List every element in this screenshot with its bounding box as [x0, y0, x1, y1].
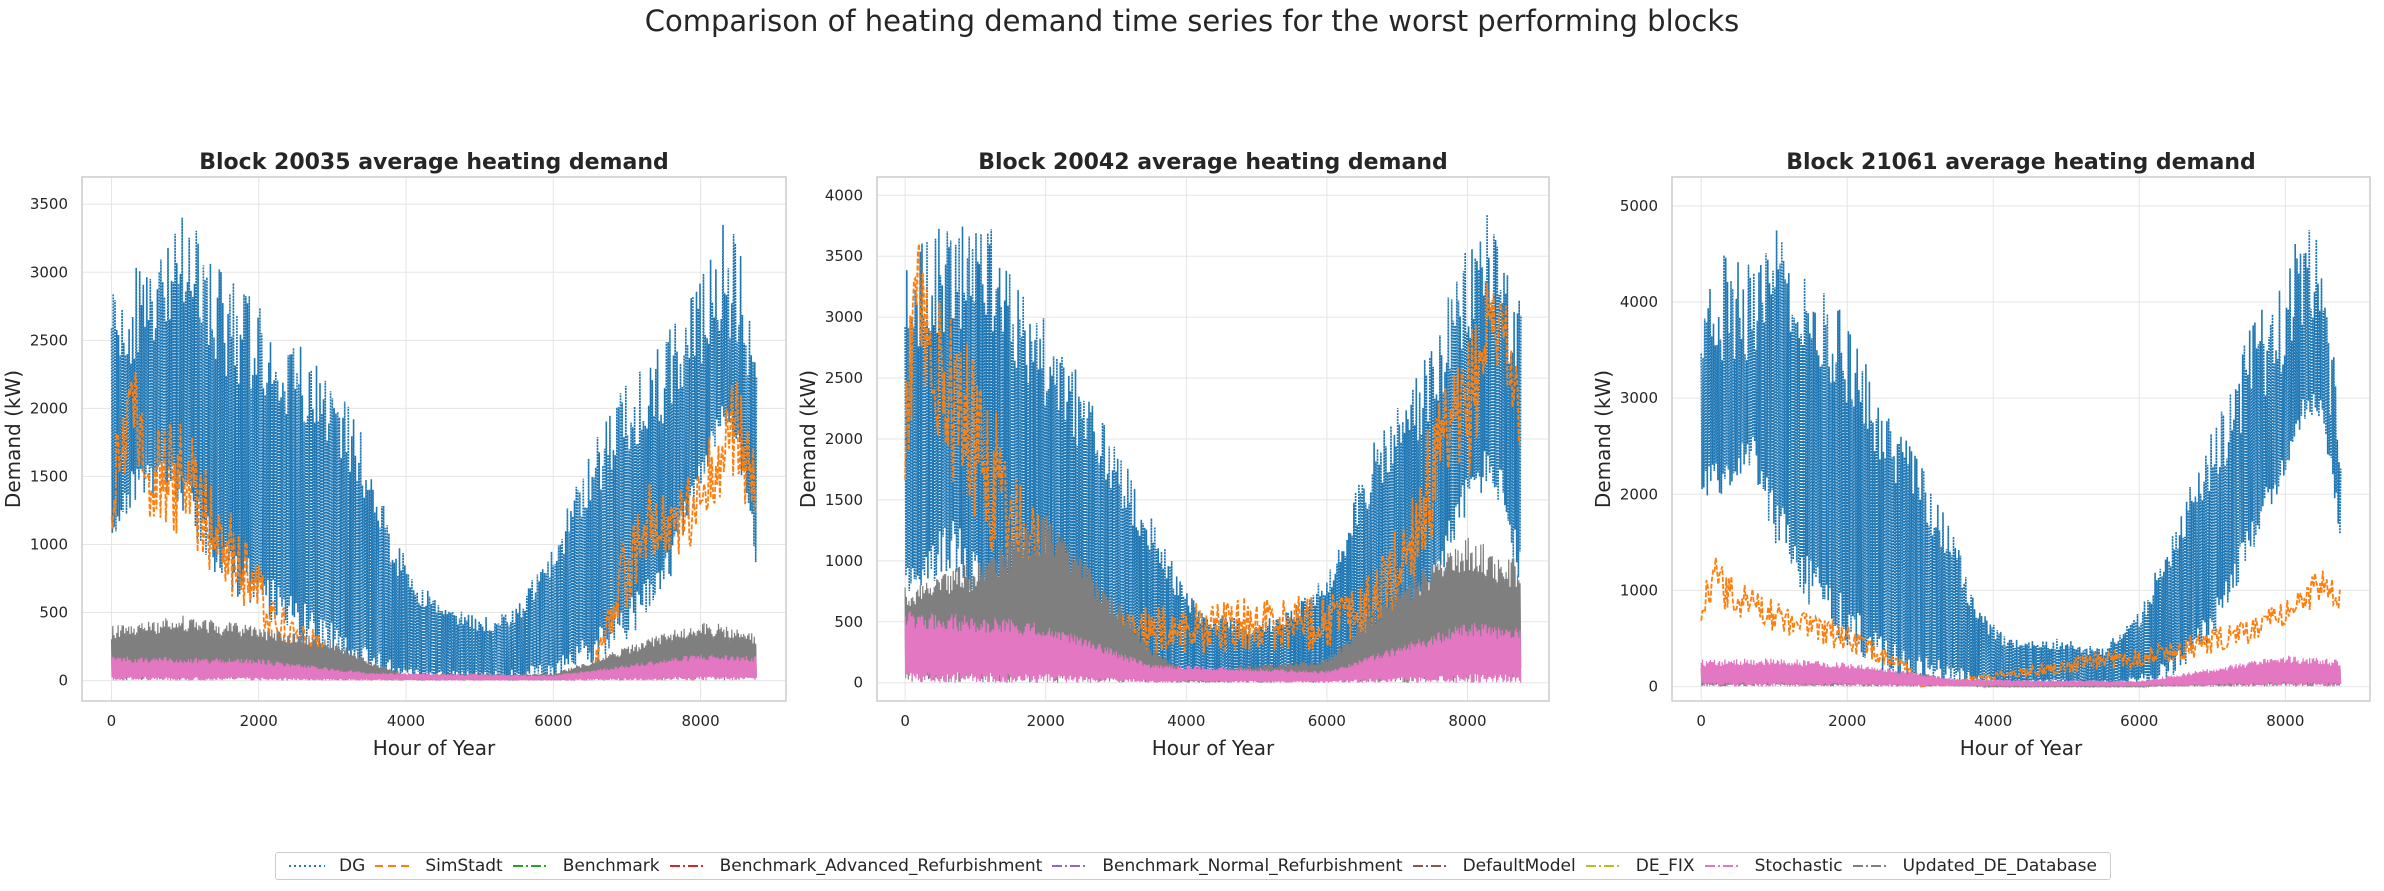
legend-line-icon: [1585, 865, 1622, 867]
y-tick-label: 3000: [825, 308, 863, 326]
y-tick-label: 2500: [30, 331, 68, 349]
legend-line-icon: [1852, 865, 1889, 867]
x-tick-label: 6000: [534, 712, 572, 730]
y-tick-label: 0: [1648, 678, 1658, 696]
plot-area: [1700, 230, 2342, 689]
legend-label: SimStadt: [425, 856, 503, 876]
x-tick-label: 0: [1696, 712, 1706, 730]
series-stochastic: [904, 611, 1522, 683]
legend-line-icon: [1412, 865, 1449, 867]
x-tick-label: 8000: [1448, 712, 1486, 730]
y-tick-label: 3000: [1620, 389, 1658, 407]
y-tick-label: 3500: [30, 195, 68, 213]
figure-title: Comparison of heating demand time series…: [644, 4, 1740, 38]
y-tick-label: 0: [853, 674, 863, 692]
legend-item-dg: DG: [289, 856, 365, 876]
chart-title: Block 20042 average heating demand: [978, 150, 1448, 175]
y-tick-label: 2500: [825, 369, 863, 387]
legend-line-icon: [1052, 865, 1089, 867]
legend-label: Benchmark_Normal_Refurbishment: [1102, 856, 1403, 876]
y-tick-label: 3000: [30, 263, 68, 281]
x-tick-label: 4000: [1974, 712, 2012, 730]
legend-label: Updated_DE_Database: [1902, 856, 2097, 876]
y-tick-label: 2000: [1620, 485, 1658, 503]
x-tick-label: 2000: [1828, 712, 1866, 730]
x-tick-label: 4000: [1167, 712, 1205, 730]
y-tick-label: 500: [834, 613, 863, 631]
axes-frame: [876, 176, 1550, 702]
x-tick-label: 6000: [2120, 712, 2158, 730]
chart-2: 0 2000 4000 6000 8000 0 500 1000 1500 2000 2500 300…: [796, 150, 1550, 760]
y-tick-label: 500: [39, 604, 68, 622]
legend-line-icon: [289, 865, 326, 867]
y-tick-label: 1000: [1620, 581, 1658, 599]
legend-label: DefaultModel: [1462, 856, 1576, 876]
y-tick-label: 3500: [825, 247, 863, 265]
y-tick-label: 4000: [825, 186, 863, 204]
y-tick-label: 2000: [30, 399, 68, 417]
legend-line-icon: [1704, 865, 1741, 867]
legend-item-stochastic: Stochastic: [1704, 856, 1843, 876]
y-axis-label: Demand (kW): [1, 370, 25, 508]
series-dg: [1700, 230, 2342, 687]
legend-item-benchmark-normal-refurbishment: Benchmark_Normal_Refurbishment: [1052, 856, 1403, 876]
series-stochastic: [110, 654, 757, 681]
series-simstadt: [904, 243, 1521, 655]
legend-item-defaultmodel: DefaultModel: [1412, 856, 1576, 876]
y-tick-label: 0: [58, 672, 68, 690]
y-axis-label: Demand (kW): [1591, 370, 1615, 508]
y-tick-label: 1000: [825, 552, 863, 570]
x-tick-label: 6000: [1308, 712, 1346, 730]
series-stochastic: [1700, 655, 2342, 687]
legend-line-icon: [375, 865, 412, 867]
x-tick-label: 0: [107, 712, 117, 730]
legend-item-updated-de-database: Updated_DE_Database: [1852, 856, 2097, 876]
legend-line-icon: [669, 865, 706, 867]
x-axis-label: Hour of Year: [373, 736, 496, 760]
legend-item-simstadt: SimStadt: [375, 856, 503, 876]
x-axis-label: Hour of Year: [1152, 736, 1275, 760]
legend-item-benchmark-advanced-refurbishment: Benchmark_Advanced_Refurbishment: [669, 856, 1043, 876]
x-tick-label: 8000: [681, 712, 719, 730]
y-tick-label: 5000: [1620, 197, 1658, 215]
legend-item-de-fix: DE_FIX: [1585, 856, 1695, 876]
axes-frame: [1671, 176, 2371, 702]
series-dg: [904, 214, 1522, 683]
legend-label: Stochastic: [1754, 856, 1843, 876]
chart-3: 0 2000 4000 6000 8000 0 1000 2000 3000 4000 5000 Bl…: [1591, 150, 2371, 760]
y-tick-label: 1500: [825, 491, 863, 509]
plot-area: [110, 217, 758, 681]
series-dg: [110, 217, 758, 681]
legend-item-benchmark: Benchmark: [512, 856, 660, 876]
x-tick-label: 2000: [1027, 712, 1065, 730]
y-tick-label: 2000: [825, 430, 863, 448]
x-tick-label: 8000: [2266, 712, 2304, 730]
legend-label: DG: [339, 856, 366, 876]
x-axis-label: Hour of Year: [1960, 736, 2083, 760]
x-tick-label: 0: [900, 712, 910, 730]
y-tick-label: 4000: [1620, 293, 1658, 311]
legend-label: Benchmark: [562, 856, 660, 876]
legend: DG SimStadt Benchmark Benchmark_Advanced_Re…: [275, 852, 2111, 880]
legend-label: DE_FIX: [1635, 856, 1695, 876]
chart-title: Block 20035 average heating demand: [199, 150, 669, 175]
chart-1: 0 2000 4000 6000 8000 0 500 1000 1500 2000 2500 300…: [1, 150, 787, 760]
plot-area: [904, 214, 1522, 683]
axes-frame: [81, 176, 787, 702]
y-tick-label: 1500: [30, 467, 68, 485]
y-tick-label: 1000: [30, 535, 68, 553]
chart-title: Block 21061 average heating demand: [1786, 150, 2256, 175]
x-tick-label: 2000: [240, 712, 278, 730]
legend-line-icon: [512, 865, 549, 867]
y-axis-label: Demand (kW): [796, 370, 820, 508]
legend-label: Benchmark_Advanced_Refurbishment: [719, 856, 1043, 876]
x-tick-label: 4000: [387, 712, 425, 730]
series-simstadt: [1700, 557, 2341, 688]
